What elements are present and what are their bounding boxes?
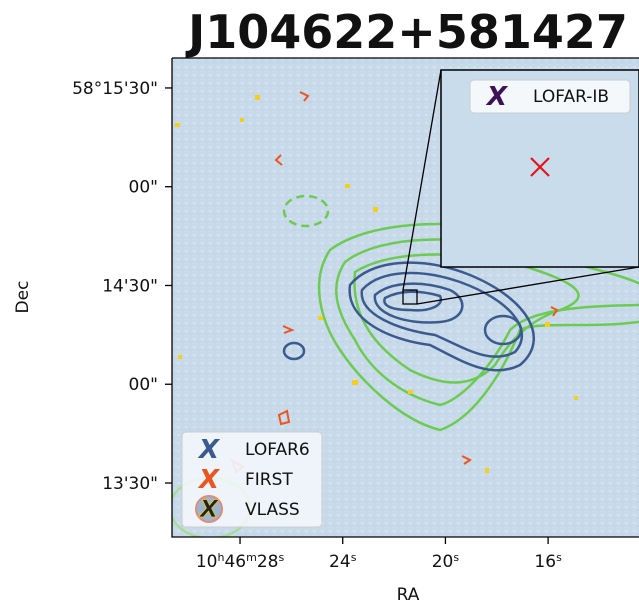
x-tick-label: 24s: [329, 551, 357, 572]
x-tick-label: 10h46m28s: [196, 551, 285, 572]
y-tick-label: 00": [129, 375, 158, 395]
legend-symbol: X: [485, 82, 509, 112]
x-tick-label: 20s: [432, 551, 460, 572]
y-tick-label: 13'30": [102, 474, 158, 494]
legend-label: LOFAR6: [245, 440, 310, 460]
legend-label: FIRST: [245, 470, 293, 490]
legend-label: LOFAR-IB: [533, 87, 609, 107]
x-axis-label: RA: [397, 585, 420, 605]
legend-swatch-bg: [195, 495, 223, 523]
chart-title: J104622+581427: [185, 5, 628, 59]
y-tick-label: 14'30": [102, 276, 158, 296]
inset-marker: [530, 157, 550, 177]
legend-symbol: X: [197, 435, 221, 465]
zoom-box: [402, 289, 418, 305]
legend-symbol: X: [198, 495, 220, 523]
y-tick-label: 00": [129, 178, 158, 198]
zoom-lines: [402, 69, 639, 305]
inset-legend: [469, 79, 631, 114]
axes-frame: [171, 57, 639, 538]
y-tick-label: 58°15'30": [72, 79, 158, 99]
y-axis-label: Dec: [13, 281, 33, 314]
legend-symbol: X: [197, 465, 221, 495]
legend-label: VLASS: [245, 500, 300, 520]
x-tick-label: 16s: [534, 551, 562, 572]
